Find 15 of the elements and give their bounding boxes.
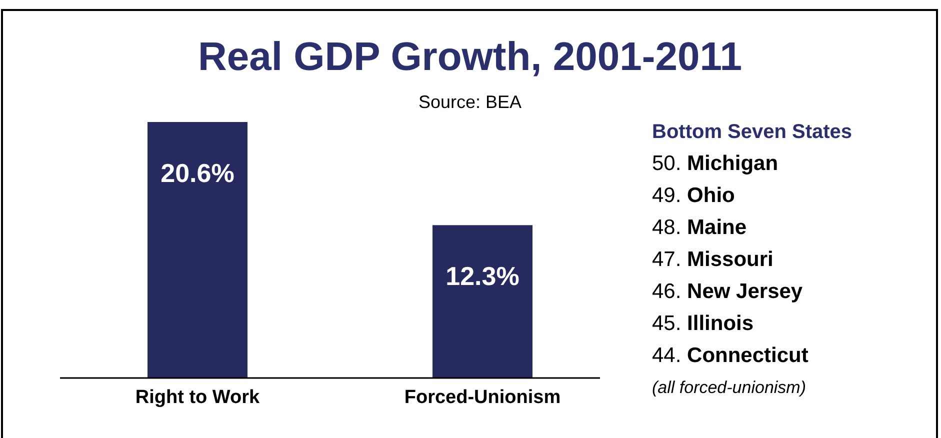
data-label: 12.3% (446, 261, 520, 292)
text: 50. Michigan (652, 152, 778, 175)
chart-subtitle: Source: BEA (418, 92, 522, 112)
text: 47. Missouri (652, 248, 774, 271)
text: Bottom Seven States (652, 121, 852, 143)
text: 49. Ohio (652, 184, 735, 207)
text: 48. Maine (652, 216, 747, 239)
text: 46. New Jersey (652, 280, 803, 303)
data-label: 20.6% (160, 158, 234, 188)
text: 44. Connecticut (652, 344, 808, 367)
chart-title: Real GDP Growth, 2001-2011 (198, 35, 742, 79)
x-tick-label: Forced-Unionism (404, 387, 561, 408)
text: 45. Illinois (652, 312, 754, 335)
text: (all forced-unionism) (652, 378, 806, 397)
x-tick-label: Right to Work (135, 387, 260, 408)
